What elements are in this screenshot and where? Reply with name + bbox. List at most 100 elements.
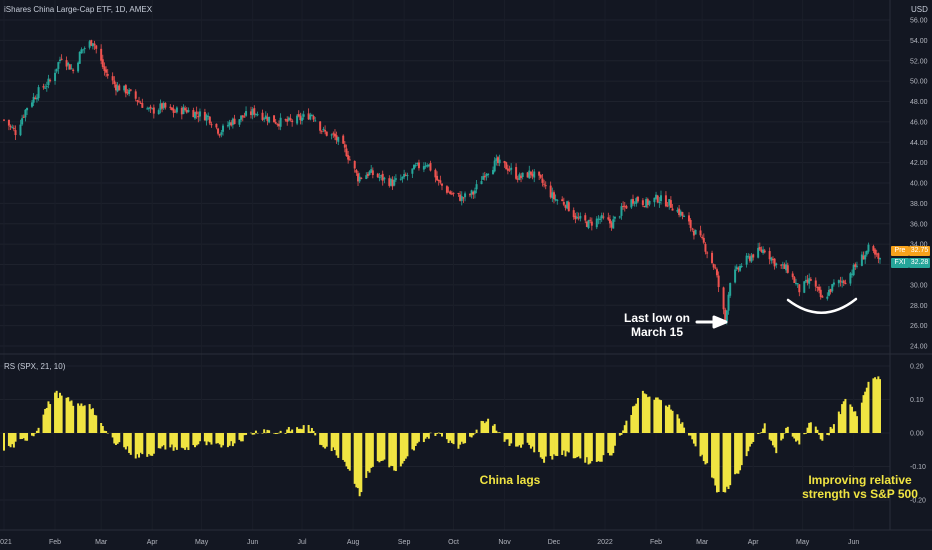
candle-body: [90, 40, 93, 46]
rs-bar: [220, 433, 223, 448]
candle-body: [865, 250, 868, 255]
rs-bar: [11, 433, 14, 445]
rs-bar: [739, 433, 742, 471]
candle-body: [758, 247, 761, 250]
rs-bar: [464, 433, 467, 444]
rs-bar: [380, 433, 383, 461]
rs-bar: [394, 433, 397, 472]
candle-body: [768, 251, 771, 260]
candle-body: [785, 264, 788, 271]
rs-bar: [330, 433, 333, 452]
rs-bar: [595, 433, 598, 462]
rs-bar: [26, 433, 29, 441]
rs-bar: [343, 433, 346, 462]
rs-bar: [302, 425, 305, 433]
candle-body: [872, 246, 875, 251]
rs-bar: [572, 433, 575, 459]
rs-bar: [124, 433, 127, 450]
candle-body: [745, 255, 748, 265]
rs-bar: [422, 433, 425, 443]
rs-bar: [819, 433, 822, 440]
rs-bar: [821, 433, 824, 441]
candle-body: [49, 80, 52, 82]
candle-body: [358, 176, 361, 182]
candle-body: [220, 132, 223, 135]
rs-bar: [198, 433, 201, 442]
candle-body: [172, 108, 175, 113]
candle-body: [762, 249, 765, 254]
candle-body: [401, 176, 404, 179]
candle-body: [139, 102, 142, 104]
price-tick-label: 50.00: [910, 79, 928, 86]
candle-body: [826, 296, 829, 299]
time-tick-label: Nov: [498, 539, 511, 546]
candle-body: [434, 169, 437, 178]
rs-bar: [310, 427, 313, 433]
candle-body: [30, 102, 33, 107]
candle-body: [185, 109, 188, 113]
candle-body: [750, 255, 753, 262]
rs-bar: [505, 433, 508, 440]
candle-body: [818, 286, 821, 291]
rs-bar: [205, 433, 208, 446]
rs-bar: [226, 433, 229, 448]
rs-bar: [355, 433, 358, 488]
candle-body: [307, 113, 310, 120]
rs-bar: [123, 433, 126, 448]
price-tick-label: 56.00: [910, 18, 928, 25]
rs-bar: [658, 399, 661, 433]
candle-body: [276, 123, 279, 125]
candle-body: [228, 122, 231, 126]
rs-bar: [203, 433, 206, 442]
rs-bar: [333, 433, 336, 451]
candle-body: [233, 118, 236, 125]
candle-body: [816, 286, 819, 288]
candle-body: [485, 174, 488, 176]
candle-body: [413, 164, 416, 170]
candle-body: [414, 165, 417, 167]
candle-body: [552, 192, 555, 200]
candle-body: [702, 237, 705, 243]
candle-body: [26, 107, 29, 111]
candle-body: [875, 253, 878, 255]
rs-bar: [376, 433, 379, 462]
candle-body: [152, 107, 155, 114]
rs-bar: [554, 433, 557, 456]
candle-body: [70, 68, 73, 70]
candle-body: [683, 215, 686, 217]
candle-body: [622, 205, 625, 208]
rs-bar: [325, 433, 328, 447]
candle-body: [309, 114, 312, 120]
rs-bar: [722, 433, 725, 493]
candle-body: [299, 115, 302, 121]
rs-bar: [146, 433, 149, 457]
rs-bar: [383, 433, 386, 460]
candle-body: [737, 267, 740, 270]
candle-body: [462, 197, 465, 199]
candle-body: [101, 59, 104, 67]
rs-bar: [818, 433, 821, 435]
candle-body: [521, 172, 524, 178]
candle-body: [22, 116, 25, 118]
candle-body: [538, 171, 541, 176]
rs-bar: [860, 402, 863, 433]
candle-body: [780, 264, 783, 266]
candle-body: [556, 199, 559, 201]
candle-body: [493, 160, 496, 172]
candle-body: [103, 66, 106, 71]
candle-body: [666, 205, 669, 207]
candle-body: [729, 283, 732, 296]
candle-body: [256, 114, 259, 116]
rs-bar: [715, 433, 718, 493]
rounded-bottom-curve: [786, 297, 858, 314]
rs-bar: [528, 433, 531, 445]
candle-body: [862, 255, 865, 260]
rs-bar: [58, 392, 61, 433]
rs-bar: [284, 433, 287, 434]
rs-bar: [185, 433, 188, 448]
candle-body: [106, 74, 109, 76]
rs-bar: [126, 433, 129, 447]
rs-bar: [210, 433, 213, 445]
rs-bar: [276, 433, 279, 434]
candle-body: [645, 198, 648, 208]
